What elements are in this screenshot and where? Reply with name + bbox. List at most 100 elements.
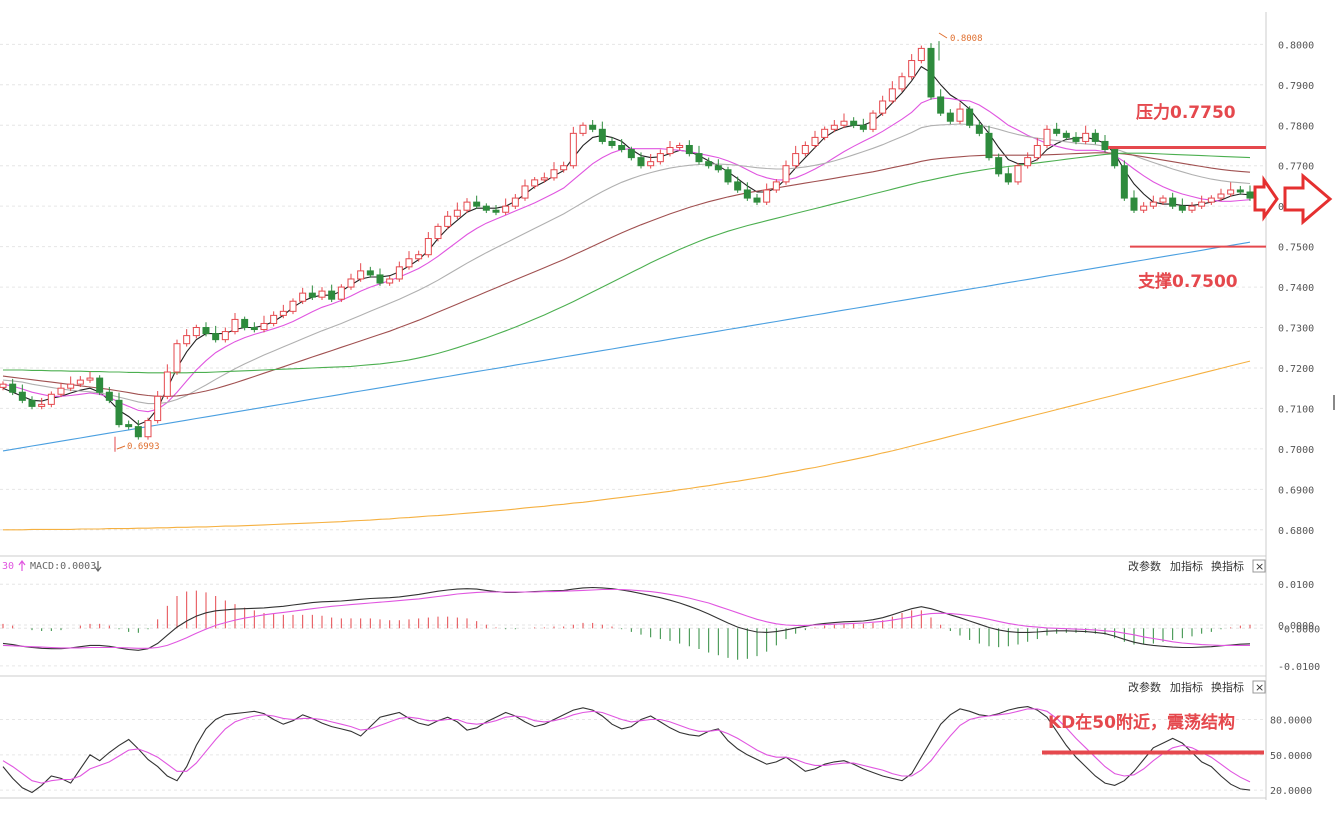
candle-up: [1227, 189, 1235, 195]
candle-down: [734, 181, 742, 191]
candle-up: [47, 393, 55, 405]
price-tick-label: 0.6800: [1278, 526, 1314, 537]
candle-up: [840, 120, 848, 126]
candle-down: [28, 399, 36, 407]
candle-down: [946, 112, 954, 122]
candle-up: [1140, 205, 1148, 211]
candle-down: [376, 274, 384, 284]
macd-tick-label: 0.0100: [1278, 580, 1314, 591]
candle-down: [492, 209, 500, 213]
kd-close-button[interactable]: [1252, 680, 1266, 694]
candle-up: [357, 270, 365, 280]
support-resistance-lines: [1108, 146, 1266, 248]
candle-up: [424, 238, 432, 256]
candle-down: [850, 120, 858, 126]
macd-dea-line: [2, 588, 1250, 649]
macd-close-button[interactable]: [1252, 559, 1266, 573]
kd-params-button[interactable]: 改参数: [1128, 680, 1161, 694]
macd-tick-label: 0.0000: [1278, 621, 1314, 632]
candle-up: [1043, 128, 1051, 146]
candle-up: [434, 225, 442, 240]
candle-down: [125, 424, 133, 428]
candle-up: [676, 144, 684, 149]
kd-close-icon[interactable]: ×: [1255, 681, 1264, 694]
kd-k-line: [2, 706, 1251, 794]
candle-down: [366, 270, 374, 276]
candle-down: [96, 377, 104, 393]
candle-up: [221, 331, 229, 341]
price-tick-label: 0.7700: [1278, 162, 1314, 173]
candle-down: [705, 161, 713, 167]
candle-down: [308, 292, 316, 298]
candle-up: [76, 379, 84, 385]
macd-gridlines: [0, 583, 1266, 667]
low-label: 0.6993: [127, 442, 160, 452]
candlesticks: [0, 41, 1254, 452]
support-annotation: 支撑0.7500: [1138, 271, 1238, 292]
kd-axis-ticks: 80.0000 50.0000 20.0000: [1270, 716, 1312, 798]
candle-down: [1053, 128, 1061, 134]
candle-up: [772, 181, 780, 191]
candle-down: [1062, 132, 1070, 138]
candle-down: [637, 157, 645, 167]
candle-up: [666, 147, 674, 155]
candle-down: [1246, 191, 1254, 199]
arrow-up-icon: [18, 560, 26, 571]
candle-up: [318, 290, 326, 298]
candle-up: [415, 254, 423, 260]
kd-add-indicator-button[interactable]: 加指标: [1170, 680, 1203, 694]
candle-down: [1178, 205, 1186, 211]
candle-up: [821, 128, 829, 138]
kd-series: [2, 706, 1251, 794]
candle-down: [1120, 165, 1128, 199]
macd-params-button[interactable]: 改参数: [1128, 559, 1161, 573]
macd-add-indicator-button[interactable]: 加指标: [1170, 559, 1203, 573]
candle-up: [347, 278, 355, 288]
ma-line-ma60: [3, 152, 1251, 374]
candle-down: [1169, 197, 1177, 207]
price-tick-label: 0.6900: [1278, 485, 1314, 496]
candle-up: [811, 136, 819, 146]
high-marker: 0.8008: [938, 32, 983, 44]
candle-up: [560, 165, 568, 171]
low-marker: 0.6993: [116, 442, 160, 452]
candle-down: [608, 140, 616, 146]
price-tick-label: 0.7000: [1278, 445, 1314, 456]
candle-down: [115, 399, 123, 426]
candle-up: [386, 278, 394, 284]
candle-up: [173, 343, 181, 373]
ma-line-ma10: [2, 97, 1251, 413]
candle-down: [627, 149, 635, 159]
kd-switch-indicator-button[interactable]: 换指标: [1211, 680, 1244, 694]
candle-up: [1082, 132, 1090, 142]
candle-up: [1198, 201, 1206, 207]
macd-switch-indicator-button[interactable]: 换指标: [1211, 559, 1244, 573]
macd-close-icon[interactable]: ×: [1255, 560, 1264, 573]
candle-down: [695, 153, 703, 163]
candle-up: [656, 153, 664, 163]
candle-up: [550, 169, 558, 179]
candle-up: [270, 314, 278, 324]
candle-up: [1159, 197, 1167, 203]
price-tick-label: 0.7100: [1278, 404, 1314, 415]
candle-up: [163, 371, 171, 397]
candle-down: [1091, 132, 1099, 142]
candle-down: [1130, 197, 1138, 211]
candle-down: [134, 426, 142, 438]
kd-tick-label: 20.0000: [1270, 786, 1312, 797]
macd-tick-label: -0.0000: [1278, 624, 1320, 635]
main-gridlines: [0, 43, 1266, 531]
kd-gridlines: [0, 719, 1266, 791]
kd-toolbar: 改参数 加指标 换指标 ×: [1128, 680, 1266, 694]
candle-down: [966, 108, 974, 126]
candle-down: [714, 165, 722, 171]
kd-annotation: KD在50附近，震荡结构: [1048, 712, 1235, 733]
candle-up: [405, 258, 413, 268]
candle-up: [521, 185, 529, 199]
candle-up: [279, 310, 287, 316]
candle-up: [0, 383, 7, 388]
candle-up: [299, 292, 307, 302]
candle-up: [38, 403, 46, 407]
candle-up: [917, 47, 925, 62]
